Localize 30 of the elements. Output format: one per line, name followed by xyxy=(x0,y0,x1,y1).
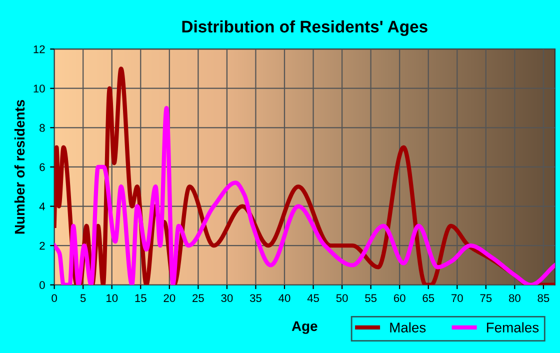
y-axis-title: Number of residents xyxy=(14,100,25,234)
x-tick-label: 0 xyxy=(52,294,57,302)
x-tick-label: 40 xyxy=(278,294,290,302)
y-tick-label: 2 xyxy=(40,242,45,250)
chart-title: Distribution of Residents' Ages xyxy=(182,20,428,36)
x-tick-label: 15 xyxy=(135,294,146,302)
legend-label: Females xyxy=(486,322,539,332)
y-tick-label: 10 xyxy=(34,84,45,93)
x-tick-label: 60 xyxy=(394,294,406,302)
x-tick-label: 70 xyxy=(452,294,463,302)
x-tick-label: 5 xyxy=(80,294,86,302)
legend-label: Males xyxy=(390,322,426,332)
x-tick-label: 55 xyxy=(365,294,377,302)
x-tick-label: 25 xyxy=(192,294,204,302)
y-tick-label: 0 xyxy=(40,281,45,290)
x-tick-label: 30 xyxy=(221,294,233,302)
x-tick-label: 65 xyxy=(422,294,434,302)
x-tick-label: 80 xyxy=(508,294,520,302)
x-tick-label: 20 xyxy=(164,294,176,302)
x-axis-title: Age xyxy=(292,321,318,334)
y-tick-label: 8 xyxy=(40,124,45,132)
x-tick-label: 85 xyxy=(538,294,550,302)
x-tick-label: 45 xyxy=(307,294,319,302)
y-tick-label: 6 xyxy=(40,163,45,172)
y-tick-label: 12 xyxy=(34,45,45,54)
x-tick-label: 35 xyxy=(250,294,262,302)
x-tick-label: 75 xyxy=(480,294,492,302)
x-tick-label: 10 xyxy=(106,294,118,302)
x-tick-label: 50 xyxy=(336,294,348,302)
y-tick-label: 4 xyxy=(39,202,45,210)
